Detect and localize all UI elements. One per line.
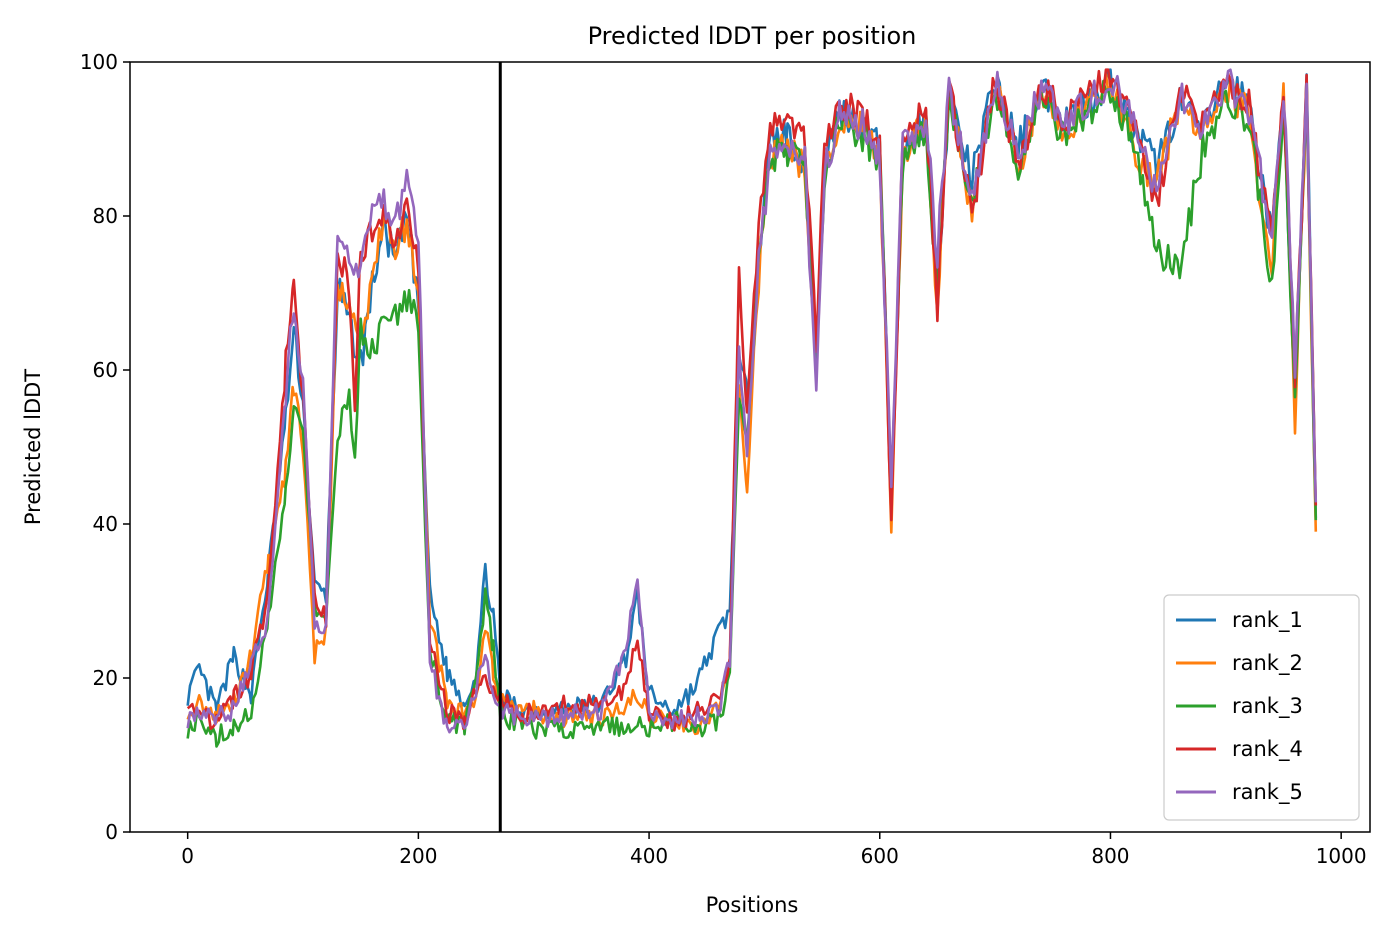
plot-frame	[129, 61, 1371, 833]
y-tick-label: 40	[93, 512, 118, 536]
chart-title: Predicted lDDT per position	[588, 22, 917, 50]
x-tick-label: 800	[1091, 844, 1129, 868]
legend-label-rank_3: rank_3	[1232, 694, 1303, 719]
y-tick-label: 20	[93, 666, 118, 690]
y-tick-label: 100	[80, 50, 118, 74]
series-layer	[186, 68, 1318, 748]
y-axis: 0 20 40 60 80 100	[80, 50, 130, 844]
x-tick-label: 1000	[1316, 844, 1367, 868]
series-line-rank_5	[186, 68, 1318, 734]
x-axis: 0 200 400 600 800 1000	[181, 832, 1367, 868]
legend: rank_1 rank_2 rank_3 rank_4 rank_5	[1163, 594, 1360, 821]
y-tick-label: 80	[93, 204, 118, 228]
legend-box	[1163, 594, 1360, 821]
legend-label-rank_4: rank_4	[1232, 737, 1303, 762]
legend-label-rank_5: rank_5	[1232, 780, 1303, 805]
legend-label-rank_1: rank_1	[1232, 608, 1303, 633]
y-tick-label: 0	[105, 820, 118, 844]
x-axis-label: Positions	[706, 893, 799, 917]
y-tick-label: 60	[93, 358, 118, 382]
x-tick-label: 200	[399, 844, 437, 868]
y-axis-label: Predicted lDDT	[21, 369, 45, 525]
x-tick-label: 0	[181, 844, 194, 868]
x-tick-label: 600	[861, 844, 899, 868]
legend-label-rank_2: rank_2	[1232, 651, 1303, 676]
x-tick-label: 400	[630, 844, 668, 868]
